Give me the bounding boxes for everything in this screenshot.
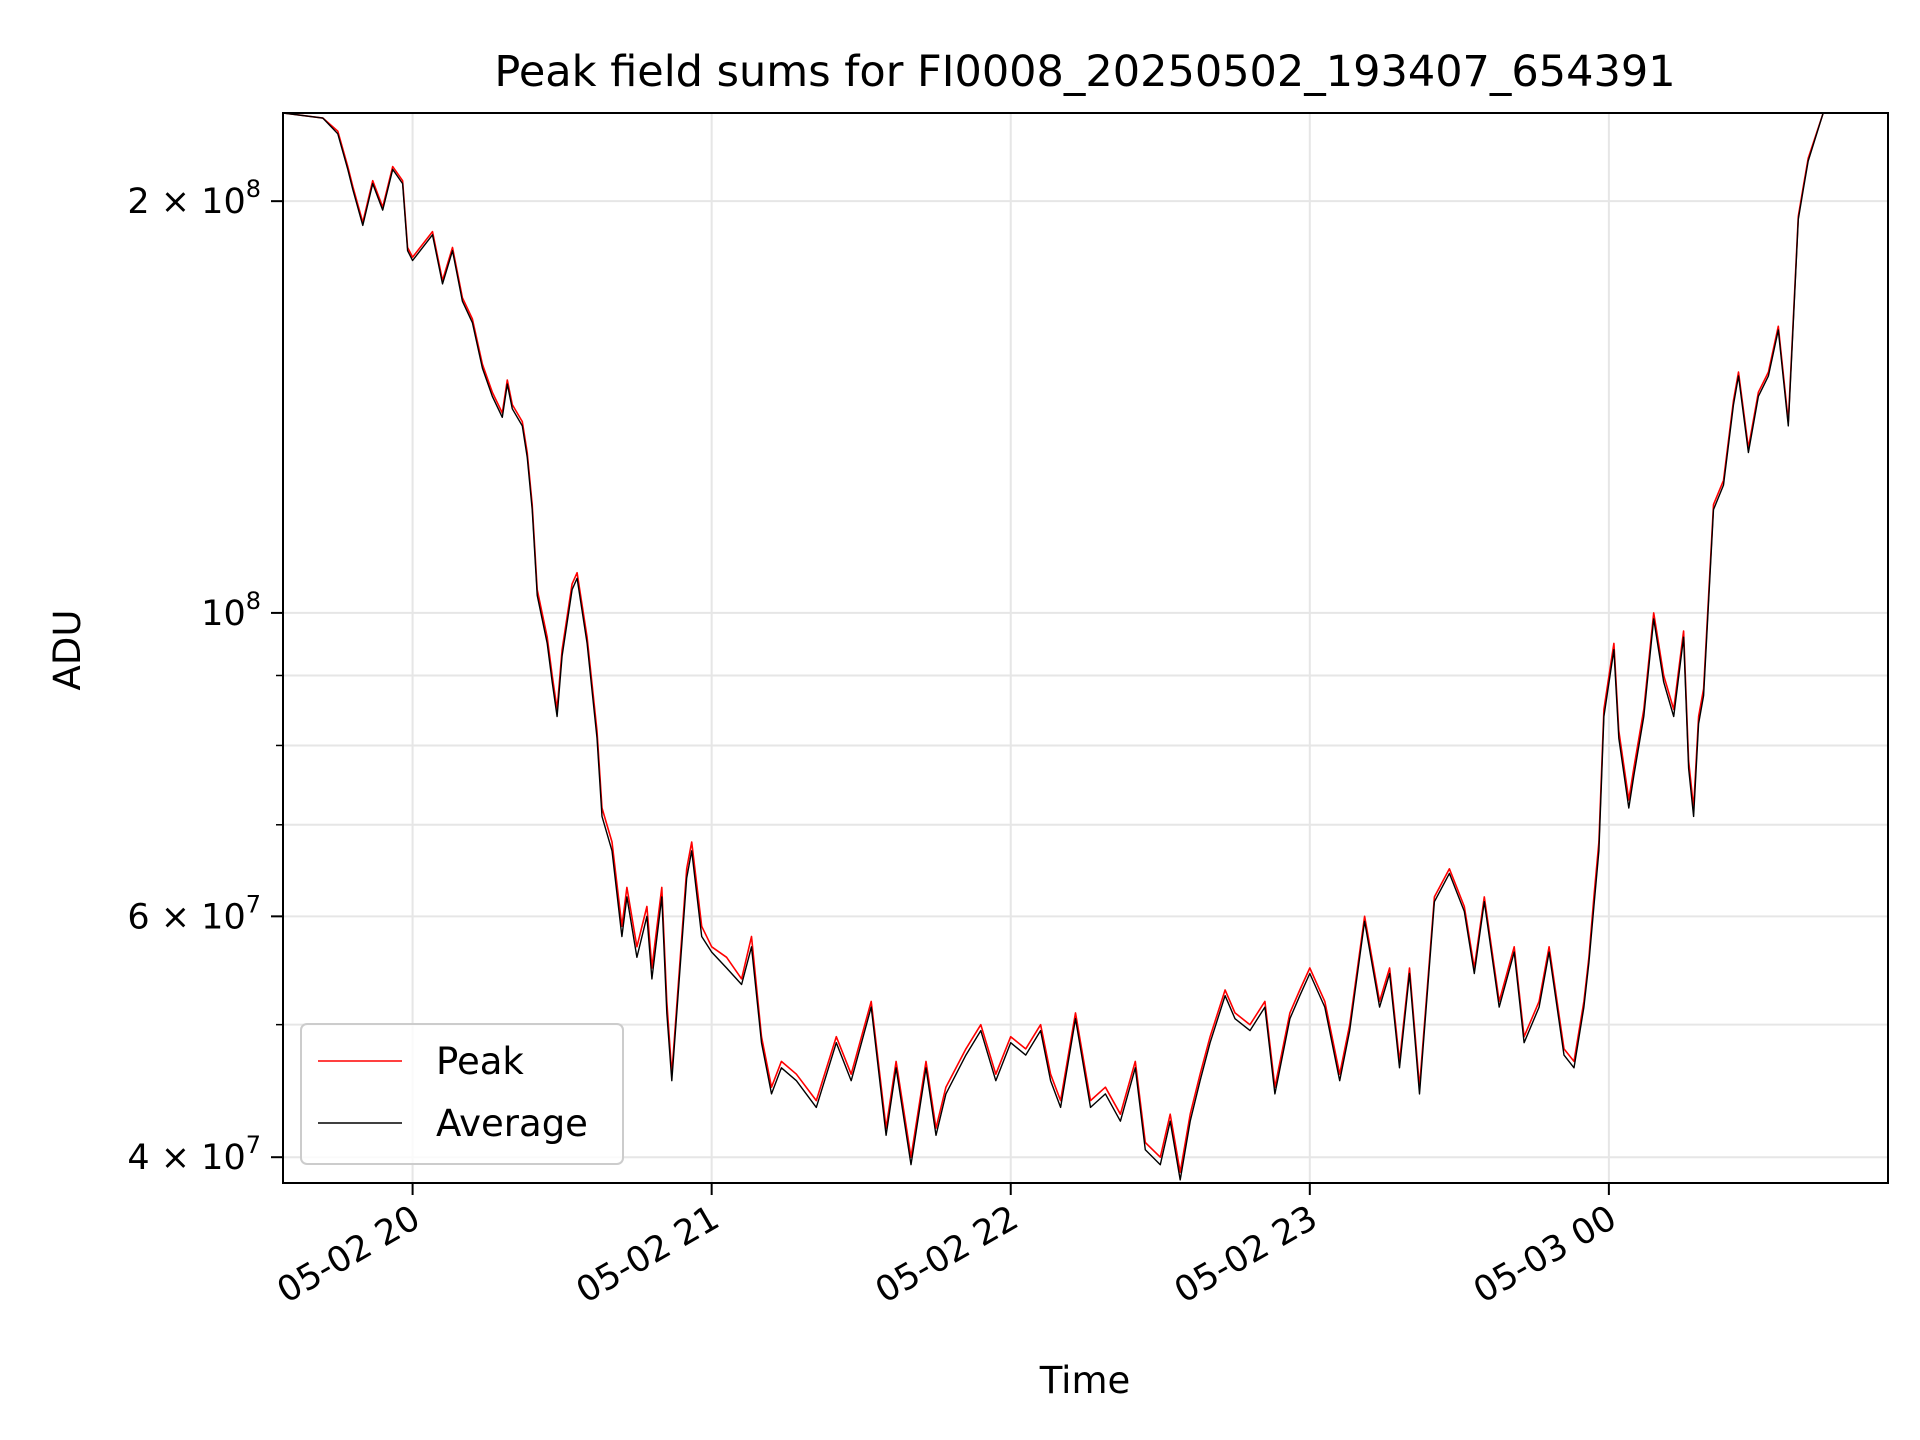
series-lines [283, 113, 1824, 1181]
y-axis-label: ADU [46, 610, 89, 691]
y-tick-base: 2 × 10 [127, 182, 245, 222]
y-tick-label: 2 × 108 [127, 175, 261, 222]
y-tick-exponent: 7 [246, 1131, 261, 1159]
legend-label-peak: Peak [436, 1040, 524, 1083]
plot-frame [282, 112, 1889, 1184]
x-axis-label: Time [1039, 1359, 1131, 1402]
legend: Peak Average [300, 1023, 624, 1165]
chart-title: Peak field sums for FI0008_20250502_1934… [494, 47, 1675, 97]
y-tick-exponent: 7 [246, 890, 261, 918]
gridlines [283, 113, 1888, 1183]
y-tick-exponent: 8 [246, 175, 261, 203]
series-line-average [283, 113, 1824, 1181]
y-tick-label: 4 × 107 [127, 1131, 261, 1178]
y-tick-exponent: 8 [246, 587, 261, 615]
y-tick-label: 108 [201, 587, 261, 634]
legend-label-average: Average [436, 1102, 588, 1145]
legend-box [300, 1023, 624, 1165]
y-tick-base: 4 × 10 [127, 1138, 245, 1178]
y-tick-base: 10 [201, 594, 246, 634]
y-tick-label: 6 × 107 [127, 890, 261, 937]
y-tick-base: 6 × 10 [127, 897, 245, 937]
